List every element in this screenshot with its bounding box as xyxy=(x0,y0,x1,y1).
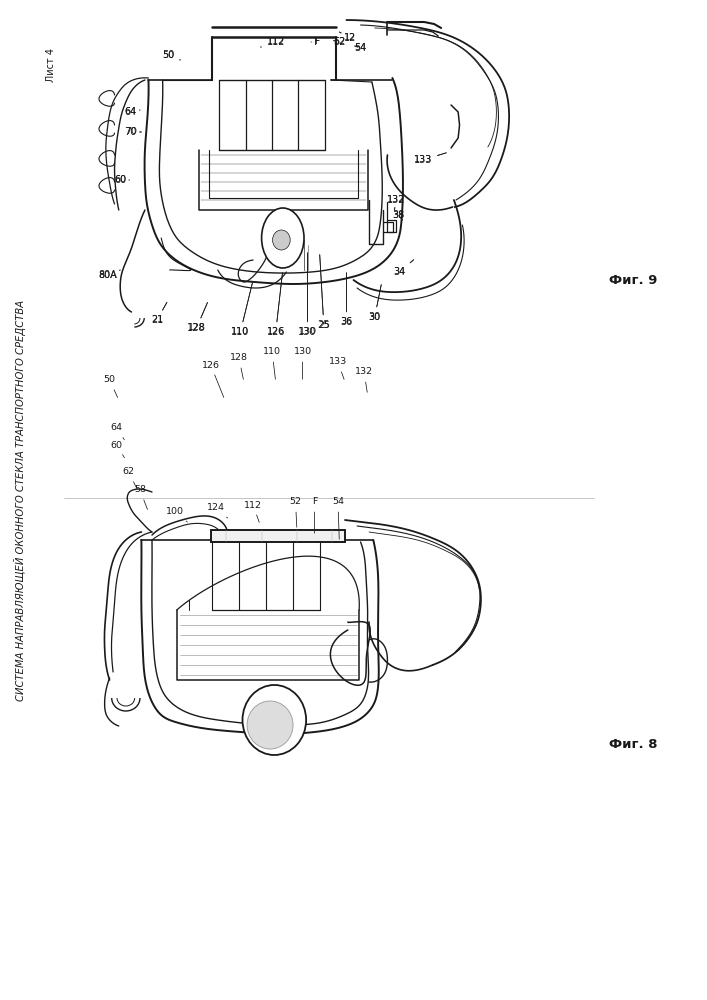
Text: 52: 52 xyxy=(334,37,345,46)
Text: 128: 128 xyxy=(187,303,207,332)
Text: 112: 112 xyxy=(261,37,285,47)
Text: 112: 112 xyxy=(244,500,262,522)
Text: 128: 128 xyxy=(187,303,207,333)
Text: 30: 30 xyxy=(368,285,381,322)
Text: 80A: 80A xyxy=(98,270,120,280)
Text: 110: 110 xyxy=(263,348,281,379)
Text: F: F xyxy=(312,497,317,533)
Text: 52: 52 xyxy=(333,37,346,47)
Text: 126: 126 xyxy=(201,360,224,397)
Text: 130: 130 xyxy=(293,348,312,379)
Text: 126: 126 xyxy=(267,273,285,337)
Text: 34: 34 xyxy=(393,260,414,276)
Text: 60: 60 xyxy=(114,175,129,185)
Text: 64: 64 xyxy=(111,424,124,440)
Polygon shape xyxy=(211,530,345,542)
Text: 133: 133 xyxy=(414,153,446,165)
Text: 100: 100 xyxy=(166,508,187,522)
Text: 50: 50 xyxy=(163,50,180,60)
Text: 130: 130 xyxy=(298,253,317,336)
Text: 70: 70 xyxy=(124,127,141,137)
Text: 30: 30 xyxy=(368,285,381,322)
Text: 54: 54 xyxy=(354,43,367,53)
Text: 64: 64 xyxy=(124,107,140,117)
Text: 50: 50 xyxy=(162,50,180,60)
Text: 126: 126 xyxy=(267,273,285,336)
Ellipse shape xyxy=(243,685,306,755)
Text: Фиг. 9: Фиг. 9 xyxy=(609,273,657,286)
Text: 50: 50 xyxy=(104,375,117,397)
Ellipse shape xyxy=(273,230,291,250)
Text: 133: 133 xyxy=(329,358,347,379)
Text: 38: 38 xyxy=(392,210,404,220)
Text: 38: 38 xyxy=(392,211,404,220)
Text: 60: 60 xyxy=(111,440,124,458)
Text: 21: 21 xyxy=(151,302,167,325)
Text: 34: 34 xyxy=(393,260,414,277)
Text: 25: 25 xyxy=(317,255,330,330)
Text: 25: 25 xyxy=(318,255,329,330)
Text: 21: 21 xyxy=(151,302,167,324)
Text: 80A: 80A xyxy=(98,270,120,279)
Text: F: F xyxy=(311,37,320,46)
Text: 110: 110 xyxy=(231,283,252,336)
Text: 64: 64 xyxy=(125,107,140,116)
Text: СИСТЕМА НАПРАВЛЯЮЩЕЙ ОКОННОГО СТЕКЛА ТРАНСПОРТНОГО СРЕДСТВА: СИСТЕМА НАПРАВЛЯЮЩЕЙ ОКОННОГО СТЕКЛА ТРА… xyxy=(13,299,26,701)
Ellipse shape xyxy=(247,701,293,749)
Text: 36: 36 xyxy=(340,273,353,327)
Text: 130: 130 xyxy=(298,253,317,337)
Text: 70: 70 xyxy=(125,127,141,136)
Text: Фиг. 8: Фиг. 8 xyxy=(609,738,657,752)
Circle shape xyxy=(262,208,304,268)
Text: 133: 133 xyxy=(414,153,446,164)
Text: 12: 12 xyxy=(339,32,356,42)
Text: F: F xyxy=(311,37,320,47)
Text: 132: 132 xyxy=(355,367,373,392)
Text: 54: 54 xyxy=(332,497,344,539)
Text: 124: 124 xyxy=(206,504,228,518)
Text: 54: 54 xyxy=(355,43,366,52)
Text: 110: 110 xyxy=(231,283,252,337)
Text: 58: 58 xyxy=(134,486,148,509)
Text: 36: 36 xyxy=(340,273,353,326)
Text: 112: 112 xyxy=(261,37,285,47)
Text: 60: 60 xyxy=(115,176,129,184)
Text: Лист 4: Лист 4 xyxy=(46,48,56,82)
Text: 128: 128 xyxy=(230,354,248,379)
Text: 132: 132 xyxy=(387,195,405,210)
Text: 132: 132 xyxy=(387,196,405,210)
Text: 52: 52 xyxy=(290,497,301,527)
Text: 12: 12 xyxy=(339,32,356,43)
Text: 62: 62 xyxy=(123,468,137,490)
